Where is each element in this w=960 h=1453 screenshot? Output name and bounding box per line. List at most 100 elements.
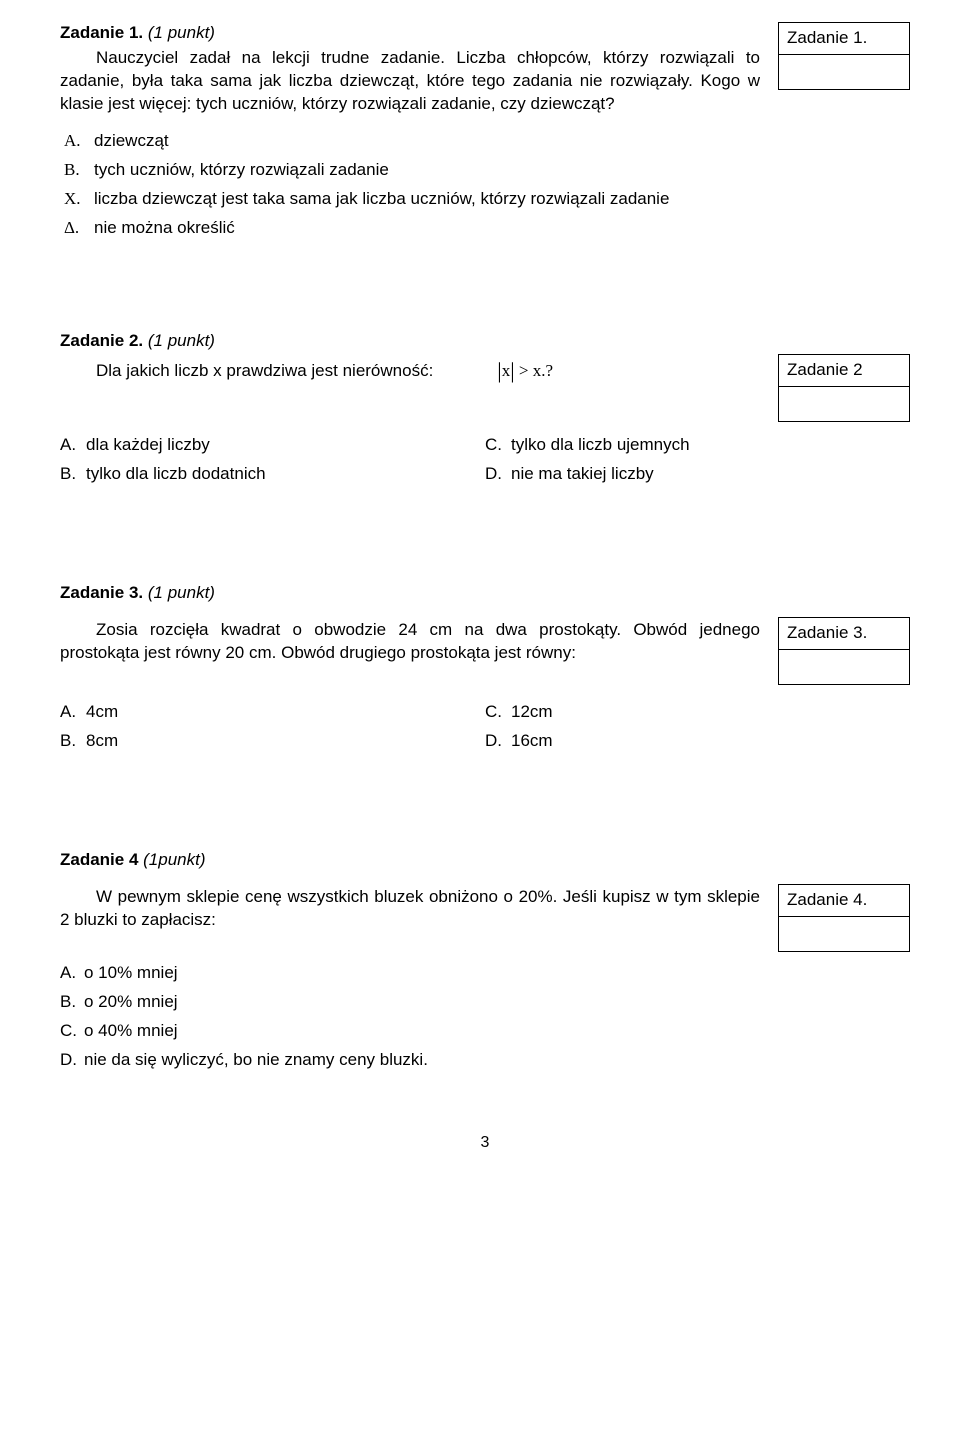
- task-1-head: Zadanie 1. (1 punkt) Nauczyciel zadał na…: [60, 22, 910, 116]
- task-2-box-space[interactable]: [779, 387, 909, 421]
- task-3-options: A.4cm B.8cm C.12cm D.16cm: [60, 695, 910, 759]
- option-text: tylko dla liczb ujemnych: [511, 434, 690, 457]
- option-text: tych uczniów, którzy rozwiązali zadanie: [94, 159, 389, 182]
- task-3-head: Zosia rozcięła kwadrat o obwodzie 24 cm …: [60, 617, 910, 685]
- task-1-body: Nauczyciel zadał na lekcji trudne zadani…: [60, 47, 760, 116]
- option-text: 16cm: [511, 730, 553, 753]
- option-text: nie ma takiej liczby: [511, 463, 654, 486]
- option-row: C.o 40% mniej: [60, 1020, 910, 1043]
- option-marker: B.: [60, 991, 84, 1014]
- option-text: o 40% mniej: [84, 1020, 178, 1043]
- task-3-title: Zadanie 3. (1 punkt): [60, 582, 910, 605]
- option-marker: Δ.: [64, 217, 94, 240]
- task-4-box-space[interactable]: [779, 917, 909, 951]
- options-col-left: A.dla każdej liczby B.tylko dla liczb do…: [60, 428, 485, 492]
- option-text: 4cm: [86, 701, 118, 724]
- task-4-title-italic: (1punkt): [138, 850, 205, 869]
- task-3-title-italic: (1 punkt): [143, 583, 215, 602]
- option-text: o 10% mniej: [84, 962, 178, 985]
- task-2-title: Zadanie 2. (1 punkt): [60, 330, 910, 353]
- task-2-question-text: Dla jakich liczb x prawdziwa jest nierów…: [60, 360, 433, 383]
- task-2-question: Dla jakich liczb x prawdziwa jest nierów…: [60, 354, 760, 384]
- option-text: o 20% mniej: [84, 991, 178, 1014]
- option-marker: A.: [60, 701, 86, 724]
- option-row: B.8cm: [60, 730, 485, 753]
- task-2-options: A.dla każdej liczby B.tylko dla liczb do…: [60, 428, 910, 492]
- task-1-box-space[interactable]: [779, 55, 909, 89]
- task-4-text: W pewnym sklepie cenę wszystkich bluzek …: [60, 884, 760, 932]
- task-2-title-bold: Zadanie 2.: [60, 331, 143, 350]
- task-1-answer-box: Zadanie 1.: [778, 22, 910, 90]
- option-marker: B.: [64, 159, 94, 182]
- task-3-text: Zosia rozcięła kwadrat o obwodzie 24 cm …: [60, 617, 760, 665]
- option-row: B.tych uczniów, którzy rozwiązali zadani…: [64, 159, 910, 182]
- formula-op: > x.: [515, 361, 546, 380]
- task-2-title-italic: (1 punkt): [143, 331, 215, 350]
- task-1-options: A.dziewcząt B.tych uczniów, którzy rozwi…: [64, 130, 910, 240]
- option-row: B.tylko dla liczb dodatnich: [60, 463, 485, 486]
- option-marker: A.: [64, 130, 94, 153]
- option-marker: C.: [485, 434, 511, 457]
- option-row: A.o 10% mniej: [60, 962, 910, 985]
- task-2: Zadanie 2. (1 punkt) Dla jakich liczb x …: [60, 330, 910, 493]
- option-text: nie można określić: [94, 217, 235, 240]
- option-text: dziewcząt: [94, 130, 169, 153]
- option-marker: B.: [60, 730, 86, 753]
- task-2-answer-box: Zadanie 2: [778, 354, 910, 422]
- options-col-left: A.4cm B.8cm: [60, 695, 485, 759]
- option-row: C.tylko dla liczb ujemnych: [485, 434, 910, 457]
- option-row: C.12cm: [485, 701, 910, 724]
- option-marker: B.: [60, 463, 86, 486]
- task-1-text: Zadanie 1. (1 punkt) Nauczyciel zadał na…: [60, 22, 760, 116]
- option-row: D.nie ma takiej liczby: [485, 463, 910, 486]
- task-4-answer-box: Zadanie 4.: [778, 884, 910, 952]
- option-row: D.16cm: [485, 730, 910, 753]
- option-text: dla każdej liczby: [86, 434, 210, 457]
- task-3-box-label: Zadanie 3.: [779, 618, 909, 650]
- option-marker: D.: [485, 463, 511, 486]
- option-text: 8cm: [86, 730, 118, 753]
- option-row: A.dla każdej liczby: [60, 434, 485, 457]
- option-text: tylko dla liczb dodatnich: [86, 463, 266, 486]
- task-1-title-italic: (1 punkt): [143, 23, 215, 42]
- option-row: Δ.nie można określić: [64, 217, 910, 240]
- task-3-body: Zosia rozcięła kwadrat o obwodzie 24 cm …: [60, 619, 760, 665]
- task-4-head: W pewnym sklepie cenę wszystkich bluzek …: [60, 884, 910, 952]
- option-text: 12cm: [511, 701, 553, 724]
- options-col-right: C.tylko dla liczb ujemnych D.nie ma taki…: [485, 428, 910, 492]
- task-1-title: Zadanie 1. (1 punkt): [60, 22, 760, 45]
- task-3-box-space[interactable]: [779, 650, 909, 684]
- option-text: liczba dziewcząt jest taka sama jak licz…: [94, 188, 669, 211]
- task-4-title-bold: Zadanie 4: [60, 850, 138, 869]
- option-row: D.nie da się wyliczyć, bo nie znamy ceny…: [60, 1049, 910, 1072]
- option-marker: A.: [60, 962, 84, 985]
- option-row: A.4cm: [60, 701, 485, 724]
- option-marker: C.: [60, 1020, 84, 1043]
- option-marker: A.: [60, 434, 86, 457]
- task-2-formula: |x| > x.?: [461, 354, 553, 384]
- task-2-box-label: Zadanie 2: [779, 355, 909, 387]
- page-number: 3: [60, 1132, 910, 1154]
- option-row: B.o 20% mniej: [60, 991, 910, 1014]
- task-1-box-label: Zadanie 1.: [779, 23, 909, 55]
- task-4-options: A.o 10% mniej B.o 20% mniej C.o 40% mnie…: [60, 962, 910, 1072]
- option-marker: C.: [485, 701, 511, 724]
- option-row: X.liczba dziewcząt jest taka sama jak li…: [64, 188, 910, 211]
- formula-lhs: x: [502, 361, 511, 380]
- task-4-box-label: Zadanie 4.: [779, 885, 909, 917]
- task-3: Zadanie 3. (1 punkt) Zosia rozcięła kwad…: [60, 582, 910, 759]
- option-marker: D.: [485, 730, 511, 753]
- formula-tail: ?: [545, 361, 553, 380]
- task-4-body: W pewnym sklepie cenę wszystkich bluzek …: [60, 886, 760, 932]
- task-3-title-bold: Zadanie 3.: [60, 583, 143, 602]
- task-2-question-row: Dla jakich liczb x prawdziwa jest nierów…: [60, 354, 910, 422]
- option-text: nie da się wyliczyć, bo nie znamy ceny b…: [84, 1049, 428, 1072]
- task-3-answer-box: Zadanie 3.: [778, 617, 910, 685]
- task-4-title: Zadanie 4 (1punkt): [60, 849, 910, 872]
- options-col-right: C.12cm D.16cm: [485, 695, 910, 759]
- task-4: Zadanie 4 (1punkt) W pewnym sklepie cenę…: [60, 849, 910, 1072]
- option-row: A.dziewcząt: [64, 130, 910, 153]
- option-marker: X.: [64, 188, 94, 211]
- option-marker: D.: [60, 1049, 84, 1072]
- task-1: Zadanie 1. (1 punkt) Nauczyciel zadał na…: [60, 22, 910, 240]
